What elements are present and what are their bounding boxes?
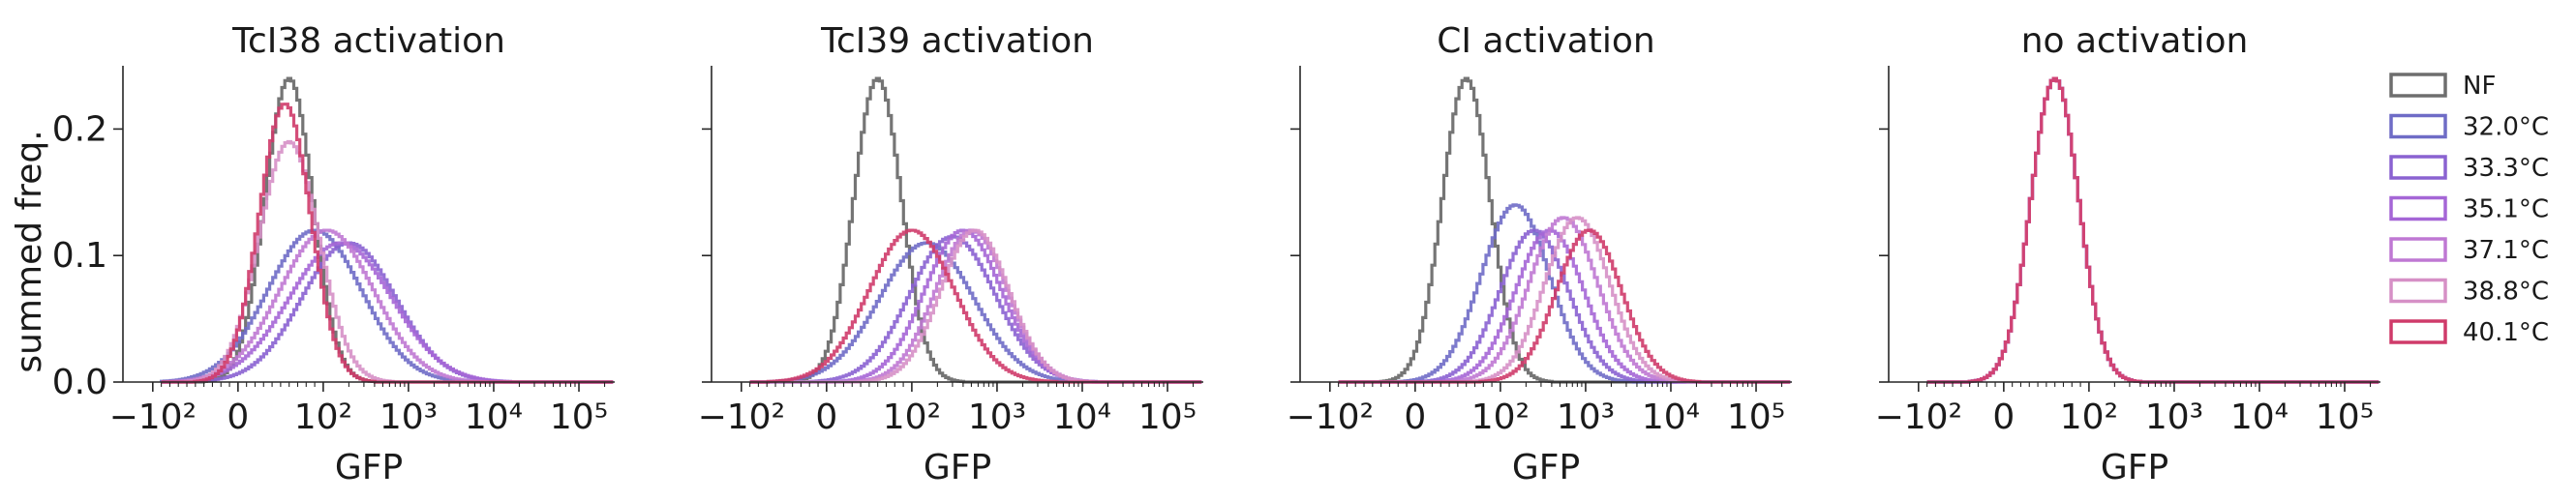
series-3 xyxy=(1338,228,1791,384)
x-tick-label: 10² xyxy=(1471,398,1530,437)
x-tick-label: 10² xyxy=(2060,398,2118,437)
x-tick-label: 10³ xyxy=(1557,398,1615,437)
legend-item: 33.3°C xyxy=(2389,154,2549,183)
x-tick-label: 10³ xyxy=(968,398,1026,437)
legend-label: 35.1°C xyxy=(2463,195,2549,224)
legend-swatch xyxy=(2389,237,2447,262)
legend-swatch xyxy=(2389,73,2447,98)
x-tick-label: 10⁴ xyxy=(1053,398,1111,437)
legend-label: 33.3°C xyxy=(2463,154,2549,183)
series-5 xyxy=(1926,76,2379,384)
x-tick-label: 10⁵ xyxy=(2316,398,2374,437)
panel-title: no activation xyxy=(2021,21,2249,61)
legend-label: 40.1°C xyxy=(2463,318,2549,347)
series-6 xyxy=(161,139,614,384)
x-tick-label: 10⁴ xyxy=(1642,398,1700,437)
x-tick-label: 0 xyxy=(1404,398,1426,437)
legend-label: 38.8°C xyxy=(2463,278,2549,307)
series-4 xyxy=(1338,228,1791,384)
series-3 xyxy=(1926,76,2379,384)
legend-label: 32.0°C xyxy=(2463,113,2549,142)
x-axis-label: GFP xyxy=(2101,448,2168,487)
legend-item: NF xyxy=(2389,72,2496,101)
x-tick-label: 10⁵ xyxy=(550,398,608,437)
x-tick-label: −10² xyxy=(109,398,197,437)
y-tick-label: 0.1 xyxy=(52,236,107,276)
x-tick-label: −10² xyxy=(1287,398,1374,437)
panel-title: CI activation xyxy=(1437,21,1655,61)
legend-swatch xyxy=(2389,195,2447,221)
x-tick-label: 0 xyxy=(815,398,837,437)
x-axis-label: GFP xyxy=(1512,448,1580,487)
legend-label: NF xyxy=(2463,72,2496,101)
series-2 xyxy=(749,241,1202,384)
legend-item: 40.1°C xyxy=(2389,318,2549,347)
legend-item: 35.1°C xyxy=(2389,195,2549,224)
x-tick-label: −10² xyxy=(698,398,785,437)
series-7 xyxy=(161,103,614,384)
panel-title: TcI39 activation xyxy=(820,21,1094,61)
panel-3: CI activation −10² 0 10² 10³ 10⁴ 10⁵ GFP xyxy=(1287,21,1792,487)
x-tick-label: −10² xyxy=(1875,398,1962,437)
panel-title: TcI38 activation xyxy=(231,21,505,61)
x-axis-label: GFP xyxy=(335,448,403,487)
y-axis-label: summed freq. xyxy=(10,130,49,372)
series-7 xyxy=(1338,228,1791,384)
legend-item: 38.8°C xyxy=(2389,278,2549,307)
x-tick-label: 10³ xyxy=(379,398,438,437)
x-tick-label: 10³ xyxy=(2145,398,2203,437)
y-tick-label: 0.2 xyxy=(52,109,107,149)
legend-swatch xyxy=(2389,278,2447,304)
y-tick-label: 0.0 xyxy=(52,363,107,402)
x-tick-label: 10⁵ xyxy=(1727,398,1785,437)
series-4 xyxy=(1926,76,2379,384)
panel-1: TcI38 activation 0.0 0.1 0.2 −10² 0 10² 10³ 10⁴ 1… xyxy=(52,21,615,487)
series-2 xyxy=(1926,76,2379,384)
series-6 xyxy=(1926,76,2379,384)
legend-swatch xyxy=(2389,319,2447,344)
legend: NF 32.0°C 33.3°C 35.1°C 37.1°C 38.8°C 40.1°C xyxy=(2389,72,2549,347)
panels: TcI38 activation 0.0 0.1 0.2 −10² 0 10² 10³ 10⁴ 1… xyxy=(52,21,2380,487)
series-3 xyxy=(749,235,1202,384)
series-7 xyxy=(1926,76,2379,384)
x-tick-label: 10⁵ xyxy=(1138,398,1197,437)
series-1 xyxy=(1926,76,2379,384)
x-tick-label: 10² xyxy=(294,398,352,437)
x-tick-label: 0 xyxy=(227,398,249,437)
x-tick-label: 10⁴ xyxy=(2230,398,2288,437)
legend-item: 32.0°C xyxy=(2389,113,2549,142)
legend-label: 37.1°C xyxy=(2463,236,2549,265)
x-tick-label: 0 xyxy=(1992,398,2015,437)
x-axis-label: GFP xyxy=(924,448,991,487)
x-tick-label: 10⁴ xyxy=(465,398,523,437)
panel-2: TcI39 activation −10² 0 10² 10³ 10⁴ 10⁵ GFP xyxy=(698,21,1203,487)
legend-swatch xyxy=(2389,155,2447,180)
x-tick-label: 10² xyxy=(883,398,941,437)
legend-swatch xyxy=(2389,113,2447,139)
legend-item: 37.1°C xyxy=(2389,236,2549,265)
panel-4: no activation −10² 0 10² 10³ 10⁴ 10⁵ GFP xyxy=(1875,21,2380,487)
